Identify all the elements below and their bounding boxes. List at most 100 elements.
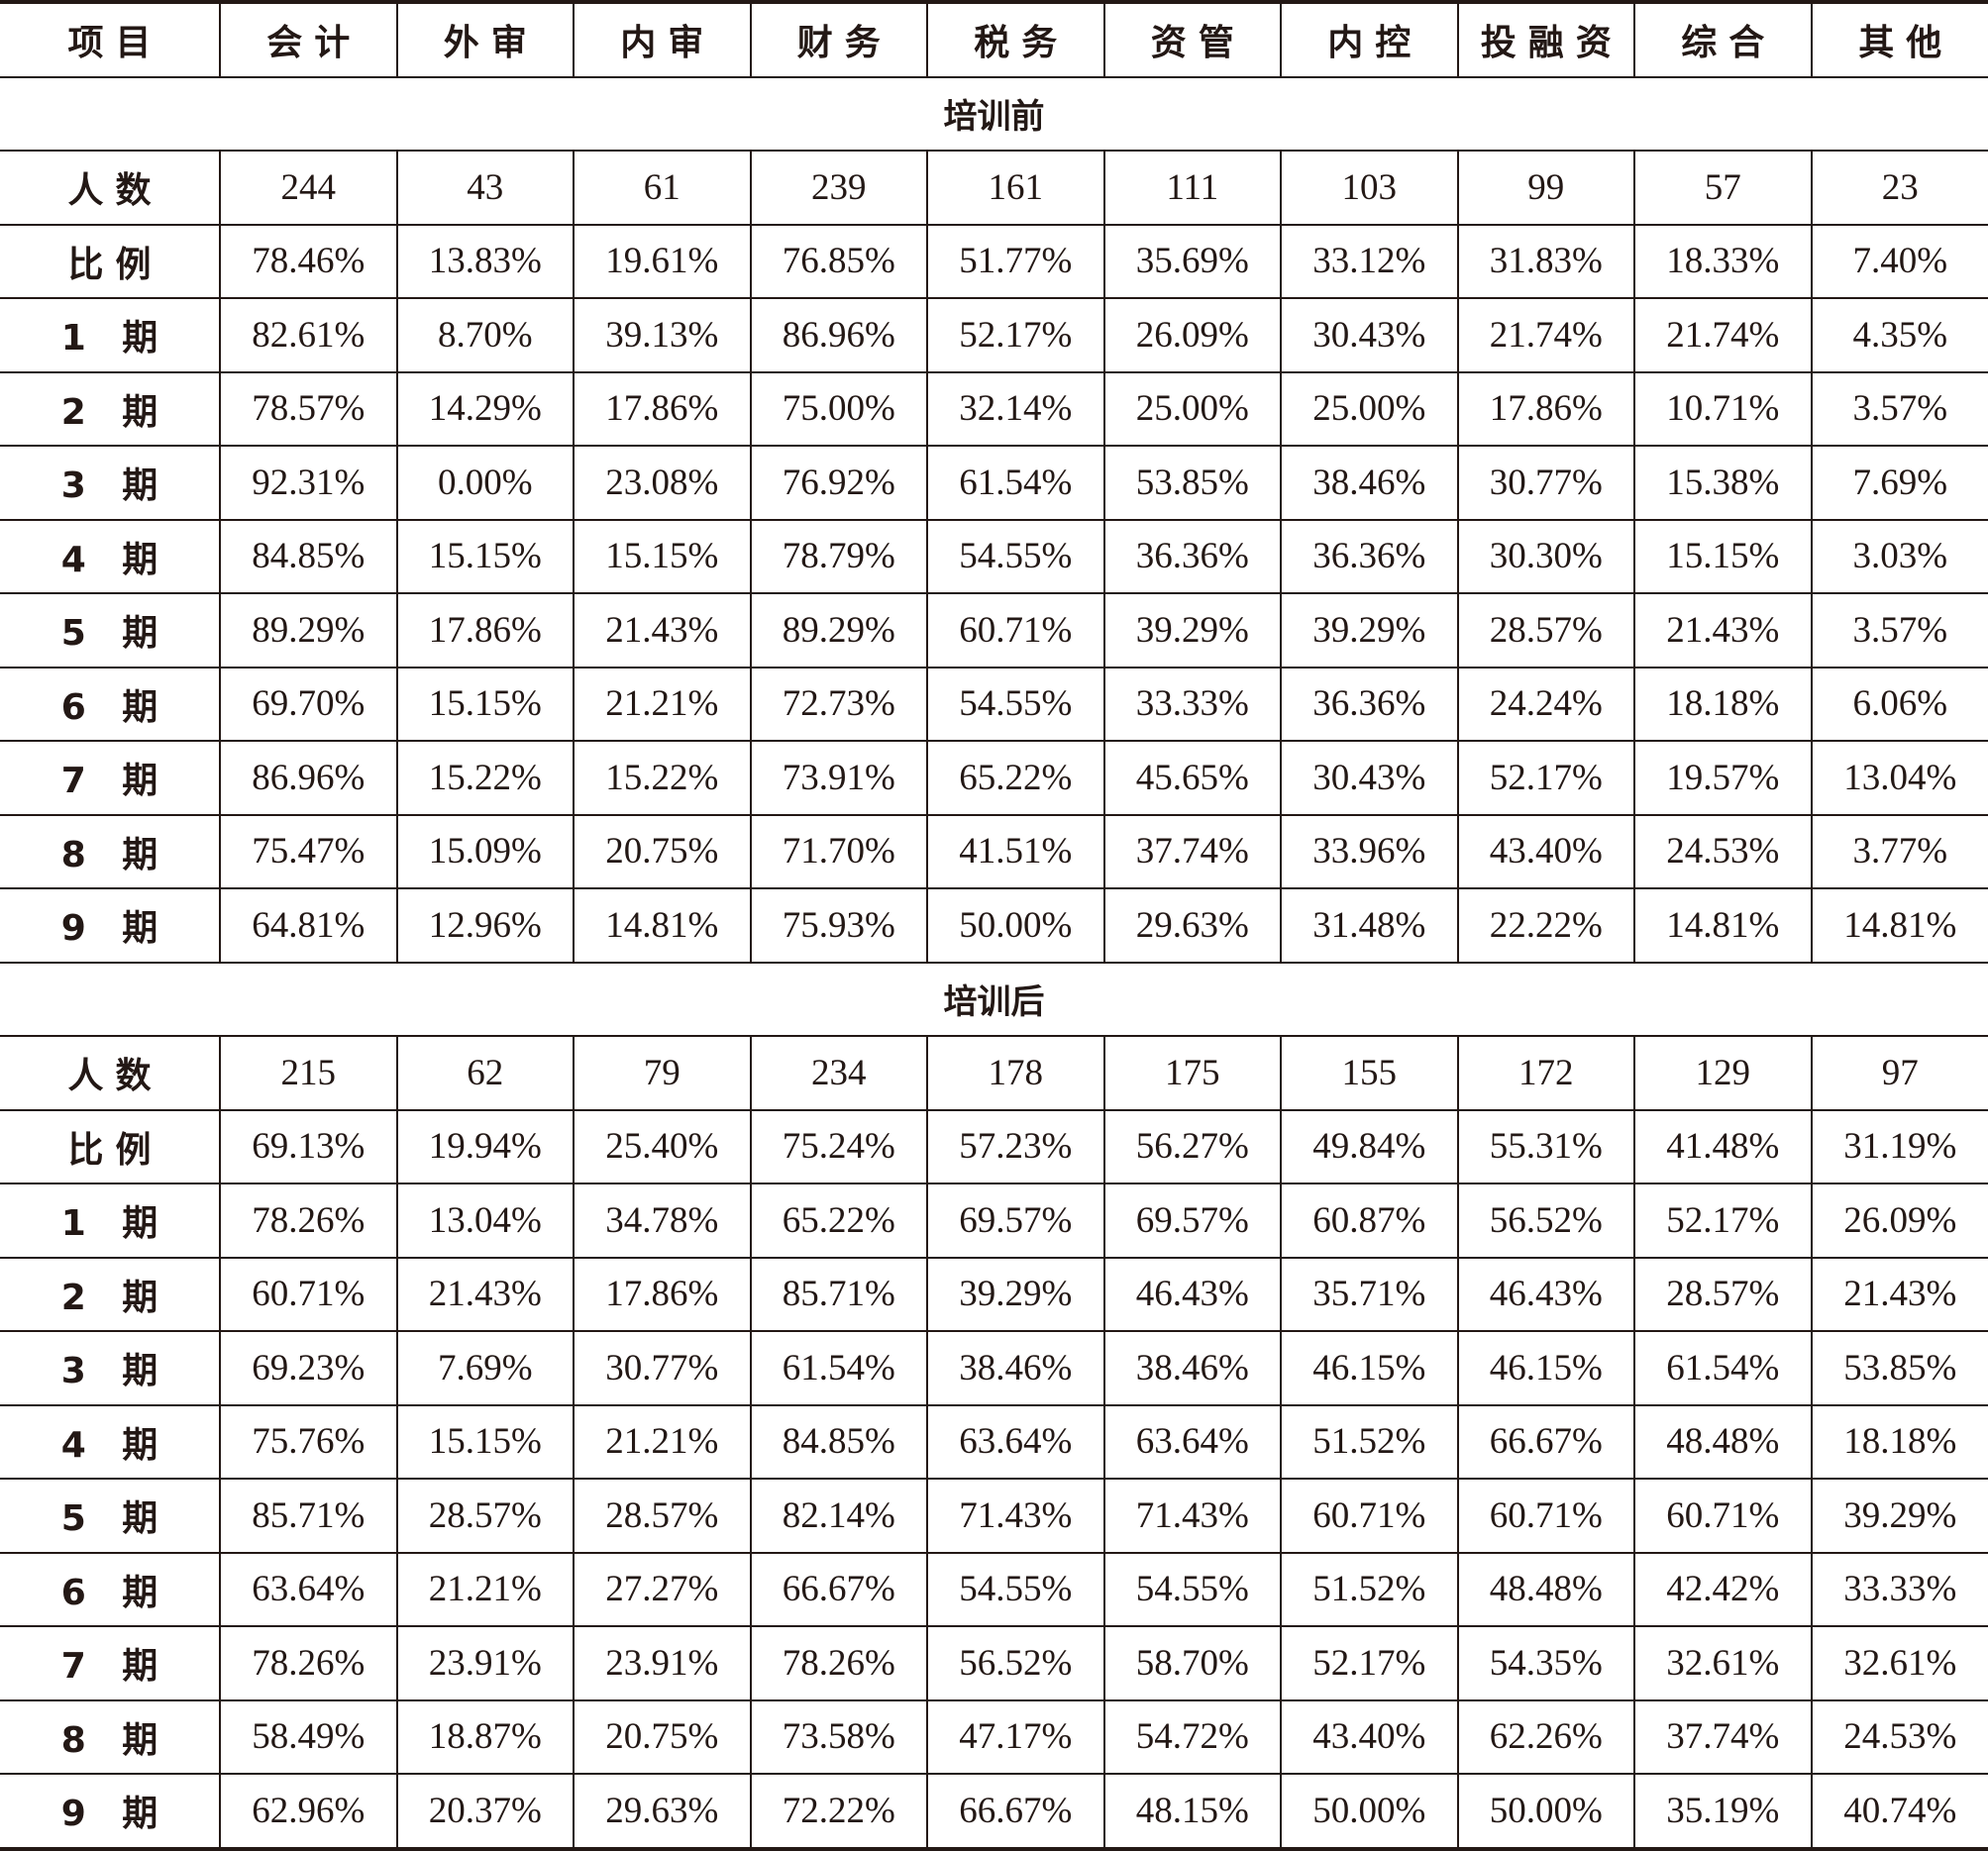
row-label: 2 期 — [0, 1258, 220, 1332]
table-cell: 21.74% — [1634, 298, 1812, 372]
table-cell: 17.86% — [574, 372, 751, 447]
table-cell: 51.77% — [927, 225, 1104, 299]
header-cell: 内审 — [574, 2, 751, 77]
table-cell: 18.18% — [1634, 668, 1812, 742]
row-label: 比例 — [0, 1110, 220, 1184]
table-cell: 34.78% — [574, 1183, 751, 1258]
table-cell: 234 — [751, 1036, 928, 1110]
table-cell: 23 — [1812, 151, 1988, 225]
table-cell: 78.57% — [220, 372, 397, 447]
table-cell: 41.48% — [1634, 1110, 1812, 1184]
header-cell: 外审 — [397, 2, 575, 77]
table-cell: 78.26% — [220, 1626, 397, 1700]
row-label: 4 期 — [0, 1405, 220, 1480]
table-cell: 23.91% — [574, 1626, 751, 1700]
table-cell: 57 — [1634, 151, 1812, 225]
table-cell: 52.17% — [1281, 1626, 1458, 1700]
table-cell: 244 — [220, 151, 397, 225]
table-cell: 21.43% — [1634, 593, 1812, 668]
table-cell: 3.03% — [1812, 520, 1988, 594]
section-row: 培训后 — [0, 963, 1988, 1037]
table-cell: 82.14% — [751, 1479, 928, 1553]
table-cell: 73.58% — [751, 1700, 928, 1775]
table-cell: 14.81% — [574, 888, 751, 963]
table-cell: 21.21% — [574, 668, 751, 742]
header-cell: 财务 — [751, 2, 928, 77]
table-cell: 41.51% — [927, 815, 1104, 889]
table-cell: 71.43% — [927, 1479, 1104, 1553]
table-cell: 69.23% — [220, 1331, 397, 1405]
row-label: 1 期 — [0, 1183, 220, 1258]
table-cell: 54.55% — [927, 1553, 1104, 1627]
row-label: 2 期 — [0, 372, 220, 447]
table-cell: 43.40% — [1281, 1700, 1458, 1775]
header-cell: 会计 — [220, 2, 397, 77]
table-cell: 65.22% — [751, 1183, 928, 1258]
table-cell: 61.54% — [751, 1331, 928, 1405]
table-cell: 19.57% — [1634, 741, 1812, 815]
table-cell: 35.69% — [1104, 225, 1282, 299]
table-cell: 52.17% — [1458, 741, 1635, 815]
table-cell: 60.71% — [1634, 1479, 1812, 1553]
table-cell: 54.55% — [927, 668, 1104, 742]
table-cell: 46.15% — [1458, 1331, 1635, 1405]
table-cell: 89.29% — [220, 593, 397, 668]
table-cell: 76.92% — [751, 446, 928, 520]
table-cell: 50.00% — [927, 888, 1104, 963]
table-cell: 17.86% — [1458, 372, 1635, 447]
table-cell: 7.69% — [1812, 446, 1988, 520]
table-cell: 4.35% — [1812, 298, 1988, 372]
table-cell: 63.64% — [927, 1405, 1104, 1480]
table-cell: 39.29% — [1104, 593, 1282, 668]
table-cell: 75.47% — [220, 815, 397, 889]
table-cell: 15.38% — [1634, 446, 1812, 520]
table-cell: 172 — [1458, 1036, 1635, 1110]
table-cell: 78.26% — [220, 1183, 397, 1258]
row-label: 3 期 — [0, 446, 220, 520]
table-cell: 48.15% — [1104, 1774, 1282, 1849]
row-label: 比例 — [0, 225, 220, 299]
table-cell: 103 — [1281, 151, 1458, 225]
table-cell: 22.22% — [1458, 888, 1635, 963]
table-cell: 52.17% — [1634, 1183, 1812, 1258]
table-cell: 27.27% — [574, 1553, 751, 1627]
row-label: 6 期 — [0, 668, 220, 742]
table-cell: 72.22% — [751, 1774, 928, 1849]
table-cell: 48.48% — [1458, 1553, 1635, 1627]
table-cell: 17.86% — [397, 593, 575, 668]
table-cell: 46.43% — [1104, 1258, 1282, 1332]
table-cell: 46.43% — [1458, 1258, 1635, 1332]
row-label: 人数 — [0, 1036, 220, 1110]
header-cell: 投融资 — [1458, 2, 1635, 77]
table-cell: 43 — [397, 151, 575, 225]
table-cell: 53.85% — [1812, 1331, 1988, 1405]
table-cell: 39.29% — [927, 1258, 1104, 1332]
table-cell: 56.52% — [927, 1626, 1104, 1700]
table-cell: 12.96% — [397, 888, 575, 963]
table-cell: 14.81% — [1812, 888, 1988, 963]
header-cell: 资管 — [1104, 2, 1282, 77]
table-cell: 45.65% — [1104, 741, 1282, 815]
table-cell: 66.67% — [1458, 1405, 1635, 1480]
table-cell: 97 — [1812, 1036, 1988, 1110]
table-cell: 15.09% — [397, 815, 575, 889]
table-cell: 48.48% — [1634, 1405, 1812, 1480]
table-cell: 33.96% — [1281, 815, 1458, 889]
table-cell: 23.08% — [574, 446, 751, 520]
table-cell: 50.00% — [1281, 1774, 1458, 1849]
table-cell: 60.71% — [1458, 1479, 1635, 1553]
table-cell: 35.71% — [1281, 1258, 1458, 1332]
table-cell: 3.77% — [1812, 815, 1988, 889]
row-label: 4 期 — [0, 520, 220, 594]
header-cell: 内控 — [1281, 2, 1458, 77]
table-cell: 28.57% — [1634, 1258, 1812, 1332]
table-cell: 28.57% — [574, 1479, 751, 1553]
table-cell: 18.33% — [1634, 225, 1812, 299]
table-cell: 46.15% — [1281, 1331, 1458, 1405]
table-cell: 69.57% — [1104, 1183, 1282, 1258]
table-cell: 86.96% — [751, 298, 928, 372]
table-cell: 18.87% — [397, 1700, 575, 1775]
